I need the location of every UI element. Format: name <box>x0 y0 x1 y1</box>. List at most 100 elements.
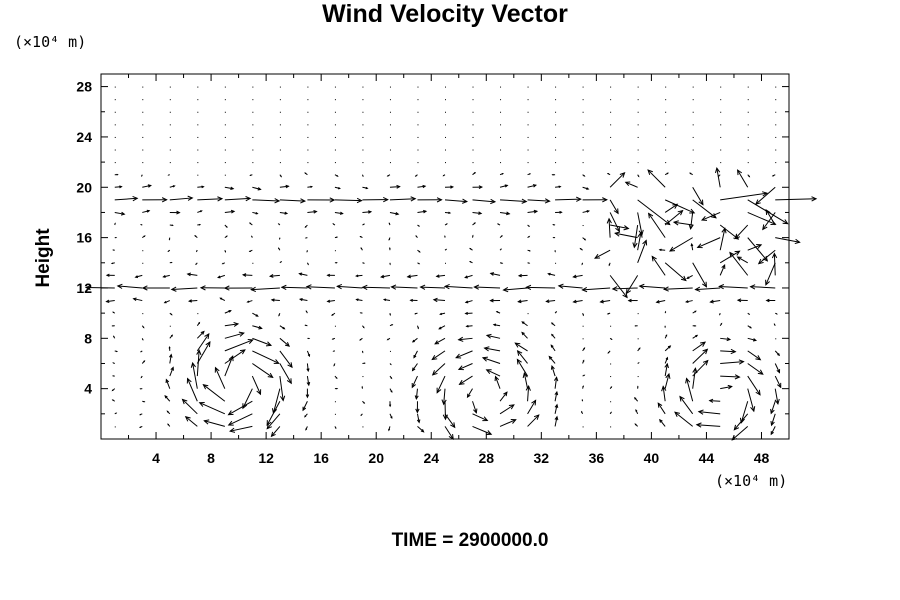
wind-vector <box>334 236 339 239</box>
x-tick-label: 24 <box>423 450 439 466</box>
wind-vector <box>647 212 666 238</box>
wind-vector <box>582 359 585 364</box>
wind-vector <box>551 173 556 176</box>
wind-vector <box>500 86 502 88</box>
wind-vector <box>472 222 476 226</box>
wind-vector <box>527 111 529 113</box>
wind-vector <box>664 362 669 377</box>
wind-vector <box>516 358 528 377</box>
wind-vector <box>555 210 563 214</box>
wind-vector <box>197 111 199 113</box>
wind-vector <box>359 312 363 314</box>
wind-vector <box>720 384 733 390</box>
wind-vector <box>527 86 529 88</box>
wind-vector <box>627 298 638 303</box>
wind-vector <box>389 184 401 189</box>
wind-vector <box>582 426 584 428</box>
wind-vector <box>557 283 583 289</box>
wind-vector <box>307 86 309 88</box>
wind-vector <box>142 184 152 188</box>
wind-vector <box>582 197 608 203</box>
wind-vector <box>472 401 478 414</box>
wind-vector <box>555 86 557 88</box>
wind-vector <box>270 426 281 438</box>
wind-vector <box>390 284 418 290</box>
wind-vector <box>775 149 777 151</box>
wind-vector <box>168 346 171 351</box>
wind-vector <box>692 325 697 327</box>
wind-vector <box>224 250 227 253</box>
wind-vector <box>610 99 612 101</box>
wind-vector <box>252 312 259 317</box>
wind-vector <box>747 99 749 101</box>
wind-vector <box>307 197 336 203</box>
wind-vector <box>114 99 116 101</box>
wind-vector <box>198 402 226 415</box>
wind-vector <box>719 322 723 327</box>
plot-frame <box>100 73 790 440</box>
wind-vector <box>611 286 638 292</box>
wind-vector <box>386 337 391 341</box>
wind-vector <box>203 419 225 427</box>
wind-vector <box>689 172 693 176</box>
wind-vector <box>279 211 289 215</box>
wind-vector <box>132 297 143 302</box>
wind-vector <box>554 403 559 414</box>
wind-vector <box>141 325 145 329</box>
wind-vector <box>775 111 777 113</box>
wind-vector <box>190 361 198 389</box>
wind-vector <box>361 174 364 178</box>
wind-vector <box>582 162 584 164</box>
wind-vector <box>355 274 363 278</box>
wind-vector <box>248 249 253 252</box>
wind-vector <box>445 149 446 151</box>
wind-vector <box>140 375 143 379</box>
wind-vector <box>168 237 171 241</box>
wind-vector <box>169 136 171 138</box>
wind-vector <box>720 191 769 201</box>
wind-vector <box>110 262 115 265</box>
wind-vector <box>661 385 667 402</box>
wind-vector <box>582 149 584 151</box>
wind-vector <box>306 363 310 373</box>
wind-vector <box>582 86 584 88</box>
wind-vector <box>305 388 310 399</box>
wind-vector <box>334 211 344 215</box>
wind-vector <box>362 362 366 365</box>
wind-vector <box>307 185 314 188</box>
wind-vector <box>278 312 281 317</box>
x-tick-label: 20 <box>368 450 384 466</box>
wind-vector <box>500 111 502 113</box>
wind-vector <box>692 262 708 288</box>
wind-vector <box>389 313 391 317</box>
wind-vector <box>139 425 143 428</box>
wind-vector <box>582 136 584 138</box>
wind-vector <box>414 312 418 315</box>
wind-vector <box>637 231 643 251</box>
wind-vector <box>417 184 427 189</box>
wind-vector <box>609 172 626 188</box>
wind-vector <box>250 286 280 293</box>
wind-vector <box>714 166 721 188</box>
wind-vector <box>142 209 151 213</box>
wind-vector <box>186 377 198 402</box>
wind-vector <box>472 124 474 126</box>
wind-vector <box>685 300 693 303</box>
wind-vector <box>445 136 446 138</box>
wind-vector <box>197 136 199 138</box>
wind-vector <box>444 211 452 215</box>
wind-vector <box>252 86 254 88</box>
wind-vector <box>142 149 144 151</box>
wind-vector <box>169 185 176 188</box>
wind-vector <box>466 388 473 399</box>
wind-vector <box>637 385 639 389</box>
wind-vector <box>610 149 612 151</box>
wind-vector <box>362 149 364 151</box>
wind-vector <box>719 227 727 251</box>
wind-vector <box>608 262 611 267</box>
wind-vector <box>527 224 530 228</box>
wind-vector <box>417 162 419 164</box>
x-axis-unit: (×10⁴ m) <box>715 472 788 490</box>
wind-vector <box>438 325 446 330</box>
wind-vector <box>279 350 293 369</box>
